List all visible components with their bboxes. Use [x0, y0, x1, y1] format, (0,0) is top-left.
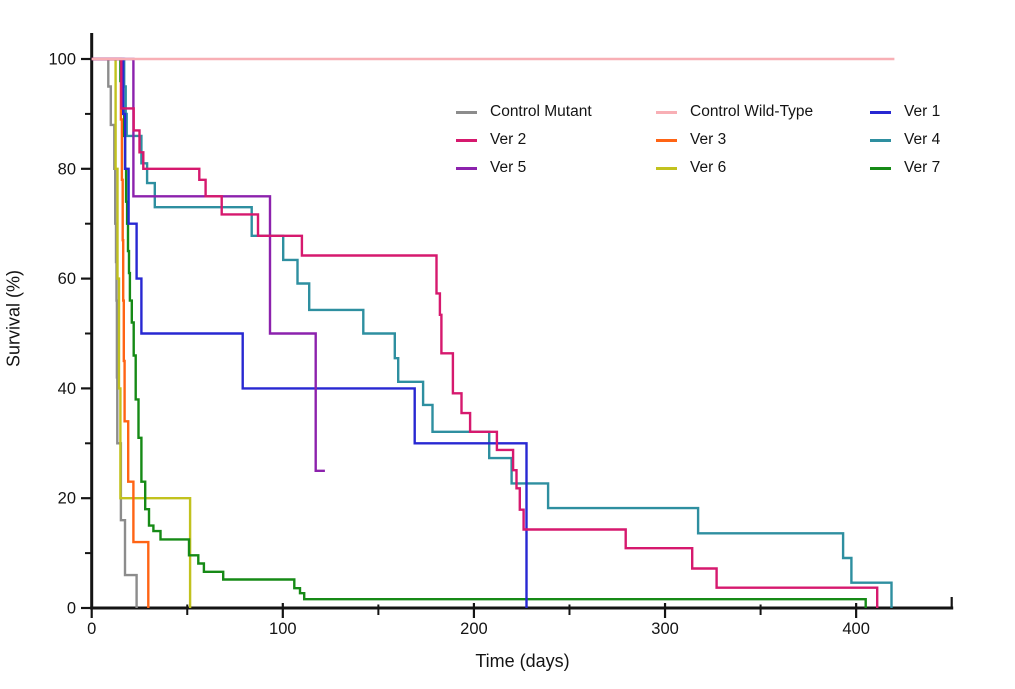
legend-item-ver-5: Ver 5 — [456, 154, 592, 182]
x-tick-label: 100 — [269, 620, 297, 638]
legend-label: Ver 3 — [690, 131, 727, 148]
y-tick-label: 100 — [48, 51, 76, 69]
legend-item-control-mutant: Control Mutant — [456, 98, 592, 126]
y-axis-title: Survival (%) — [3, 270, 24, 368]
legend-swatch-control-mutant — [456, 110, 477, 114]
legend-item-control-wild-type: Control Wild-Type — [656, 98, 813, 126]
x-tick-label: 200 — [460, 620, 488, 638]
legend-item-ver-3: Ver 3 — [656, 126, 813, 154]
legend-label: Ver 1 — [904, 103, 941, 120]
legend-label: Ver 4 — [904, 131, 941, 148]
legend-column-2: Control Wild-Type Ver 3 Ver 6 — [656, 98, 813, 182]
legend-item-ver-1: Ver 1 — [870, 98, 940, 126]
y-tick-label: 60 — [58, 270, 76, 288]
x-tick-label: 0 — [87, 620, 96, 638]
legend-column-3: Ver 1 Ver 4 Ver 7 — [870, 98, 940, 182]
legend-column-1: Control Mutant Ver 2 Ver 5 — [456, 98, 592, 182]
legend-swatch-control-wild-type — [656, 110, 677, 114]
series-line-ver-6 — [91, 57, 192, 608]
legend-label: Ver 7 — [904, 159, 941, 176]
legend-swatch-ver-1 — [870, 110, 891, 114]
x-tick-label: 400 — [842, 620, 870, 638]
series-line-ver-5 — [91, 57, 325, 472]
legend-swatch-ver-2 — [456, 138, 477, 142]
legend-item-ver-6: Ver 6 — [656, 154, 813, 182]
legend-item-ver-4: Ver 4 — [870, 126, 940, 154]
series-line-ver-3 — [91, 57, 150, 608]
legend-swatch-ver-4 — [870, 138, 891, 142]
y-tick-label: 0 — [67, 600, 76, 618]
y-tick-label: 40 — [58, 380, 76, 398]
legend-label: Ver 6 — [690, 159, 727, 176]
x-axis-title: Time (days) — [475, 651, 570, 671]
legend-label: Ver 2 — [490, 131, 527, 148]
y-tick-label: 80 — [58, 160, 76, 178]
legend-item-ver-2: Ver 2 — [456, 126, 592, 154]
series-line-ver-2 — [91, 57, 879, 608]
legend-label: Control Wild-Type — [690, 103, 814, 120]
y-tick-label: 20 — [58, 490, 76, 508]
series-line-ver-4 — [91, 57, 893, 608]
series-line-control-mutant — [91, 57, 138, 608]
legend-swatch-ver-6 — [656, 166, 677, 170]
legend-item-ver-7: Ver 7 — [870, 154, 940, 182]
legend-swatch-ver-5 — [456, 166, 477, 170]
legend-label: Ver 5 — [490, 159, 527, 176]
series-line-ver-1 — [91, 57, 528, 608]
legend-swatch-ver-7 — [870, 166, 891, 170]
x-tick-label: 300 — [651, 620, 679, 638]
legend-label: Control Mutant — [490, 103, 592, 120]
legend-swatch-ver-3 — [656, 138, 677, 142]
